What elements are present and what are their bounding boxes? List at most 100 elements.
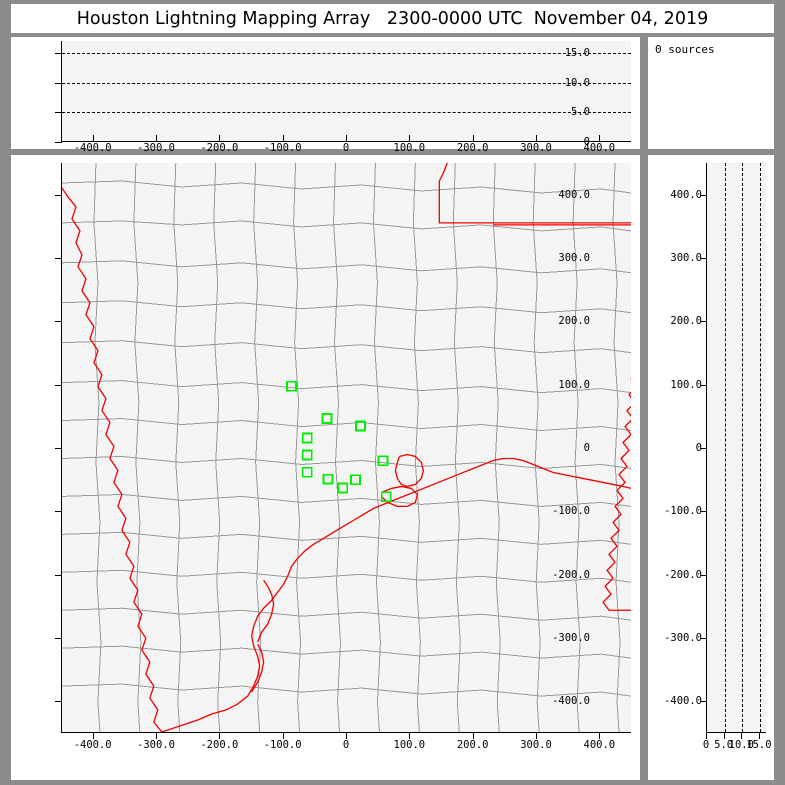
x-axis-tick-label: 100.0 [393,739,426,751]
altitude-plot-area[interactable] [706,163,766,733]
y-axis-tick-label: -400.0 [552,695,590,708]
x-axis-tick-label: -400.0 [73,739,112,751]
state-border-ok-tx-north [438,180,631,224]
x-axis-tick-mark [472,135,474,142]
county-line-v-10 [492,163,501,732]
y-axis-tick-mark [55,258,62,259]
time-height-plot-area[interactable] [61,41,631,142]
x-axis-tick-mark [346,732,347,739]
gridline-x [759,163,761,732]
y-axis-tick-mark [55,701,62,703]
lma-station-marker[interactable] [301,432,313,444]
county-line-v-13 [612,163,621,732]
x-axis-tick-label: -300.0 [137,142,175,154]
county-line-h-11 [62,607,631,621]
x-axis-tick-mark [92,732,94,739]
x-axis-tick-label: 400.0 [583,142,616,154]
state-border-rio-grande-west [62,187,163,732]
county-line-v-4 [253,163,262,732]
y-axis-tick-label: 0 [583,136,590,148]
lma-station-marker[interactable] [349,474,361,486]
station-markers-layer[interactable] [286,380,392,503]
y-axis-tick-label: 0 [583,442,590,454]
galveston-bay [394,453,425,488]
x-axis-tick-mark [92,135,94,142]
x-axis-tick-mark [706,732,707,739]
gridline-y [62,112,631,114]
y-axis-tick-label: -100.0 [664,505,702,518]
plan-view-map-panel: -400.0 -300.0 -200.0 -100.0 0 100.0 200.0 300.0… [11,155,640,780]
x-axis-tick-mark [409,732,411,739]
x-axis-tick-label: 10.0 [728,739,754,751]
x-axis-tick-mark [536,732,537,739]
lma-station-marker[interactable] [337,482,349,494]
x-axis-tick-label: -300.0 [137,739,175,751]
county-line-v-7 [372,163,381,732]
lma-station-marker[interactable] [322,473,334,485]
lma-station-marker[interactable] [321,413,333,424]
y-axis-tick-label: 200.0 [670,315,702,328]
y-axis-tick-mark [700,511,707,513]
y-axis-tick-mark [55,638,62,639]
y-axis-tick-mark [55,52,62,54]
x-axis-tick-mark [741,732,743,739]
county-line-v-11 [532,163,541,732]
lma-station-marker[interactable] [286,380,297,392]
altitude-east-west-panel: -400.0 -300.0 -200.0 -100.0 0 100.0 200.0 300.0… [648,155,774,780]
x-axis-tick-label: 400.0 [583,739,616,751]
lma-station-marker[interactable] [377,455,389,467]
y-axis-tick-label: 300.0 [558,252,590,264]
y-axis-tick-label: 10.0 [564,76,590,89]
lma-station-marker[interactable] [354,420,366,432]
county-line-v-8 [412,163,421,732]
y-axis-tick-mark [700,194,707,196]
x-axis-tick-mark [472,732,474,739]
lma-station-marker[interactable] [301,449,313,461]
map-plot-area[interactable] [61,163,631,733]
y-axis-tick-label: 100.0 [558,378,590,391]
y-axis-tick-mark [55,511,62,513]
x-axis-tick-label: -100.0 [263,142,302,154]
state-border-ok-tx-upper [438,163,448,182]
y-axis-tick-mark [55,448,62,449]
x-axis-tick-mark [409,135,411,142]
x-axis-tick-label: 300.0 [520,739,552,751]
x-axis-tick-label: 0 [342,142,350,154]
county-line-h-0 [62,180,631,194]
laguna-madre [251,643,265,693]
time-height-panel: 0 5.0 10.0 15.0 -400.0 -300.0 -200.0 -100.0 0 100… [11,37,640,154]
state-borders-layer [62,163,631,732]
county-line-v-0 [93,163,102,732]
county-line-h-7 [62,455,631,469]
y-axis-tick-mark [55,574,62,576]
x-axis-tick-label: 0 [702,739,710,751]
padre-island-lagoon [257,579,275,643]
x-axis-tick-mark [219,732,221,739]
x-axis-tick-label: -200.0 [200,739,239,751]
y-axis-tick-label: 400.0 [670,188,702,201]
lma-station-marker[interactable] [301,466,313,478]
county-line-h-3 [62,300,631,314]
y-axis-tick-mark [55,112,62,114]
y-axis-tick-mark [55,82,62,84]
lma-station-marker[interactable] [380,491,392,503]
y-axis-tick-label: 15.0 [564,46,590,59]
county-borders-layer [62,163,631,732]
y-axis-tick-label: 300.0 [670,252,702,264]
gridline-y [62,82,631,84]
y-axis-tick-label: -300.0 [664,632,702,644]
x-axis-tick-label: -100.0 [263,739,302,751]
x-axis-tick-mark [282,732,284,739]
x-axis-tick-mark [282,135,284,142]
y-axis-tick-label: 5.0 [571,106,590,119]
x-axis-tick-mark [156,135,157,142]
x-axis-tick-label: 200.0 [456,142,489,154]
y-axis-tick-label: 200.0 [558,315,590,328]
county-line-h-8 [62,493,631,507]
x-axis-tick-label: 100.0 [393,142,426,154]
county-line-h-13 [62,683,631,697]
x-axis-tick-mark [346,135,347,142]
x-axis-tick-label: -400.0 [73,142,112,154]
county-line-h-6 [62,418,631,432]
